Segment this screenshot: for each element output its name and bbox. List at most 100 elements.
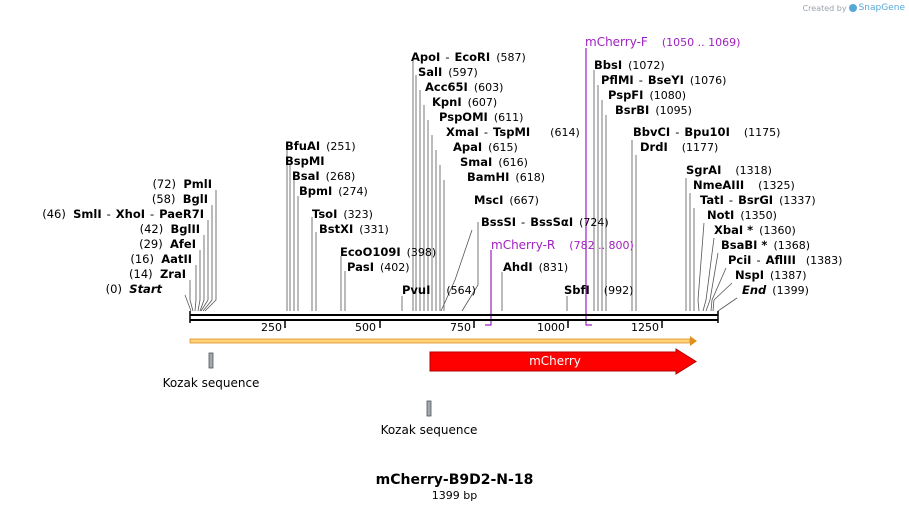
site-bgli: (58) BglI — [152, 193, 208, 206]
site-bsrbi: BsrBI (1095) — [615, 103, 692, 118]
site-sali: SalI (597) — [418, 66, 478, 80]
enzyme-name: ApoI — [411, 50, 441, 64]
snapgene-credit: Created by SnapGene — [803, 3, 905, 13]
enzyme-name: SbfI — [564, 283, 590, 297]
site-bsai: BsaI (268) — [292, 169, 356, 184]
site-apoi-ecori: ApoI - EcoRI (587) — [411, 50, 526, 65]
primer-name: mCherry-R — [491, 238, 556, 252]
site-nmeaiii: NmeAIII (1325) — [693, 178, 795, 193]
site-zrai: (14) ZraI — [129, 268, 186, 281]
site-pos: (1387) — [769, 269, 807, 282]
enzyme-name: Start — [129, 282, 162, 296]
site-start: (0) Start — [106, 283, 162, 296]
site-pos: (14) — [129, 267, 153, 281]
site-pos: (251) — [326, 140, 356, 153]
site-pos: (992) — [603, 284, 634, 297]
enzyme-name: PaeR7I — [159, 207, 204, 221]
site-pos: (1325) — [758, 179, 795, 192]
enzyme-name: BbsI — [594, 58, 623, 72]
enzyme-name: EcoO109I — [340, 245, 401, 259]
primer-r-arrow — [485, 250, 492, 326]
enzyme-name: PasI — [347, 260, 375, 274]
enzyme-name: PmlI — [183, 177, 212, 191]
site-pos: (268) — [325, 170, 356, 183]
site-pspfi: PspFI (1080) — [608, 88, 686, 103]
site-pos: (1072) — [628, 59, 665, 72]
site-pos: (597) — [448, 66, 478, 79]
enzyme-name: BfuAI — [285, 139, 321, 153]
site-end: End (1399) — [742, 284, 809, 298]
site-pasi: PasI (402) — [347, 260, 410, 275]
site-pos: (42) — [139, 222, 164, 236]
site-aatii: (16) AatII — [130, 253, 192, 266]
site-pos: (667) — [509, 194, 539, 207]
enzyme-name: XbaI * — [714, 223, 754, 237]
site-pos: (1337) — [779, 194, 816, 207]
enzyme-name: XmaI — [446, 125, 479, 139]
tick-label: 250 — [261, 321, 282, 334]
enzyme-name: NspI — [735, 268, 764, 282]
site-pos: (614) — [550, 126, 580, 139]
enzyme-name: PspOMI — [439, 110, 488, 124]
site-acc65i: Acc65I (603) — [425, 80, 504, 95]
enzyme-name: BsaBI * — [721, 238, 768, 252]
feature-kozak-1: Kozak sequence — [163, 352, 260, 390]
site-msci: MscI (667) — [474, 193, 539, 208]
site-pos: (603) — [473, 81, 504, 94]
enzyme-name: BpmI — [299, 184, 333, 198]
enzyme-name: Acc65I — [425, 80, 468, 94]
enzyme-name: PspFI — [608, 88, 644, 102]
site-smli-xhoi: (46) SmlI - XhoI - PaeR7I — [42, 207, 204, 221]
orf-arrow — [189, 336, 697, 346]
enzyme-name: BsrBI — [615, 103, 650, 117]
site-pvui: PvuI (564) — [402, 284, 476, 298]
site-bsssi: BssSI - BssSαI (724) — [481, 215, 609, 230]
site-pos: (1177) — [681, 141, 719, 154]
site-bglii: (42) BglII — [140, 223, 200, 236]
site-xmai-tspmi: XmaI - TspMI (614) — [446, 125, 580, 140]
site-pcii-afliii: PciI - AflIII (1383) — [728, 253, 843, 268]
enzyme-name: NmeAIII — [693, 178, 745, 192]
enzyme-name: DrdI — [640, 140, 668, 154]
enzyme-name: PflMI — [601, 73, 634, 87]
sequence-backbone — [189, 311, 719, 323]
enzyme-name: XhoI — [115, 207, 146, 221]
site-pos: (72) — [152, 177, 177, 191]
credit-prefix: Created by — [802, 3, 847, 13]
enzyme-name: BstXI — [319, 222, 354, 236]
site-pos: (46) — [42, 207, 66, 221]
enzyme-name: ApaI — [453, 140, 483, 154]
plasmid-title: mCherry-B9D2-N-18 — [375, 472, 534, 488]
site-pos: (29) — [139, 237, 163, 251]
enzyme-name: PciI — [728, 253, 752, 267]
primer-range: (1050 .. 1069) — [661, 36, 741, 49]
site-pos: (274) — [338, 185, 368, 198]
site-bbvci-bpu10i: BbvCI - Bpu10I (1175) — [633, 125, 781, 140]
axis-tick-labels: 250 500 750 1000 1250 — [261, 321, 659, 334]
enzyme-name: MscI — [474, 193, 504, 207]
site-pspomi: PspOMI (611) — [439, 110, 523, 125]
site-pos: (58) — [151, 192, 176, 206]
enzyme-name: TspMI — [493, 125, 531, 139]
enzyme-name: BssSI — [481, 215, 517, 229]
site-pos: (1076) — [689, 74, 727, 87]
enzyme-name: ZraI — [159, 267, 186, 281]
enzyme-name: TsoI — [312, 207, 338, 221]
primer-marks — [485, 48, 592, 326]
site-tsoi: TsoI (323) — [312, 207, 373, 222]
credit-brand: SnapGene — [858, 3, 905, 13]
feature-kozak-1-label: Kozak sequence — [163, 376, 260, 390]
enzyme-name: BbvCI — [633, 125, 671, 139]
feature-mcherry: mCherry — [429, 348, 697, 375]
site-bpmi: BpmI (274) — [299, 184, 368, 199]
site-pmli: (72) PmlI — [152, 178, 212, 191]
primer-mcherry-f: mCherry-F (1050 .. 1069) — [585, 36, 741, 50]
tick-label: 1250 — [631, 321, 659, 334]
site-pos: (1095) — [655, 104, 692, 117]
enzyme-name: BamHI — [467, 170, 510, 184]
site-pos: (587) — [496, 51, 526, 64]
site-pos: (616) — [498, 156, 528, 169]
site-bbsi: BbsI (1072) — [594, 58, 665, 73]
enzyme-name: BsaI — [292, 169, 320, 183]
enzyme-name: TatI — [700, 193, 724, 207]
